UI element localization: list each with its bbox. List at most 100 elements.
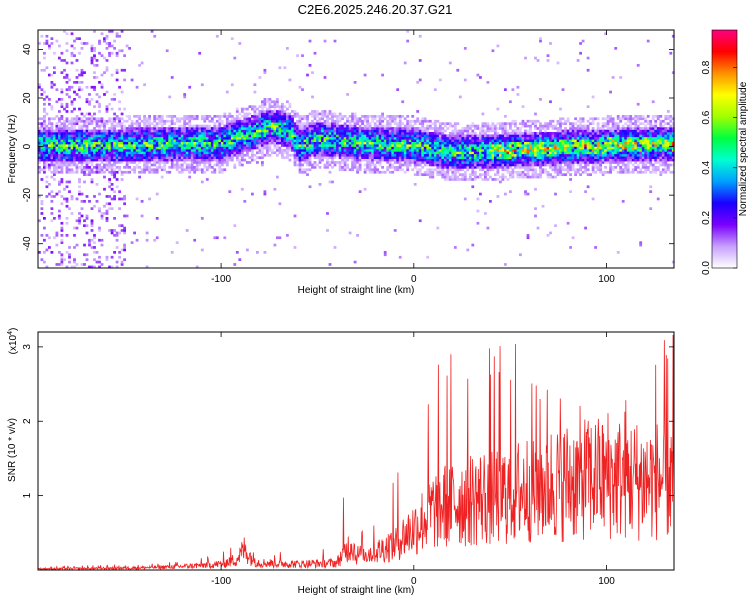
- spectrogram-cell: [118, 151, 121, 155]
- spectrogram-cell: [266, 136, 269, 140]
- spectrogram-cell: [115, 231, 119, 235]
- spectrogram-cell: [326, 112, 329, 116]
- spectrogram-cell: [381, 153, 384, 157]
- spectrogram-cell: [113, 229, 116, 232]
- spectrogram-cell: [481, 153, 485, 157]
- spectrogram-cell: [113, 151, 116, 155]
- spectrogram-cell: [150, 30, 154, 33]
- spectrogram-cell: [80, 163, 84, 167]
- spectrogram-cell: [115, 78, 119, 82]
- spectrogram-cell: [331, 151, 334, 155]
- spectrogram-cell: [198, 144, 202, 147]
- spectrogram-cell: [253, 139, 257, 142]
- spectrogram-cell: [376, 134, 379, 138]
- spectrogram-cell: [288, 132, 292, 135]
- spectrogram-cell: [283, 132, 287, 135]
- spectrogram-cell: [293, 134, 297, 138]
- spectrogram-cell: [220, 115, 224, 118]
- spectrogram-cell: [541, 168, 545, 172]
- spectrogram-cell: [316, 144, 319, 147]
- spectrogram-cell: [185, 127, 189, 130]
- spectrogram-cell: [396, 122, 400, 125]
- spectrogram-cell: [83, 151, 86, 155]
- spectrogram-cell: [336, 149, 339, 152]
- spectrogram-cell: [105, 132, 109, 135]
- spectrogram-cell: [243, 141, 247, 145]
- spectrogram-cell: [446, 149, 450, 152]
- spectrogram-cell: [446, 163, 450, 167]
- spectrogram-cell: [428, 124, 432, 128]
- spectrogram-cell: [220, 149, 224, 152]
- spectrogram-cell: [145, 168, 149, 172]
- spectrogram-cell: [433, 153, 437, 157]
- spectrogram-cell: [98, 144, 101, 147]
- spectrogram-cell: [298, 163, 302, 167]
- spectrogram-cell: [45, 127, 49, 130]
- spectrogram-cell: [416, 151, 420, 155]
- spectrogram-cell: [393, 229, 397, 232]
- spectrogram-cell: [541, 124, 545, 128]
- spectrogram-cell: [428, 173, 432, 176]
- spectrogram-cell: [55, 134, 59, 138]
- spectrogram-cell: [516, 166, 520, 169]
- spectrogram-cell: [308, 64, 312, 67]
- spectrogram-cell: [276, 100, 279, 104]
- spectrogram-cell: [168, 166, 172, 169]
- spectrogram-cell: [416, 81, 420, 84]
- spectrogram-cell: [258, 112, 262, 116]
- spectrogram-cell: [123, 132, 126, 135]
- spectrogram-cell: [158, 141, 162, 145]
- spectrogram-cell: [539, 39, 542, 43]
- spectrogram-cell: [85, 42, 89, 45]
- spectrogram-cell: [363, 141, 367, 145]
- spectrogram-cell: [416, 144, 420, 147]
- spectrogram-cell: [251, 136, 254, 140]
- spectrogram-cell: [418, 78, 422, 82]
- spectrogram-cell: [83, 141, 86, 145]
- spectrogram-cell: [148, 166, 151, 169]
- spectrogram-cell: [466, 151, 470, 155]
- spectrogram-cell: [225, 136, 229, 140]
- spectrogram-cell: [110, 166, 114, 169]
- spectrogram-cell: [321, 110, 324, 113]
- spectrogram-cell: [421, 139, 425, 142]
- spectrogram-cell: [90, 61, 94, 65]
- spectrogram-cell: [240, 119, 244, 123]
- spectrogram-cell: [448, 136, 452, 140]
- spectrogram-cell: [466, 146, 470, 150]
- spectrogram-cell: [258, 119, 262, 123]
- spectrogram-cell: [78, 73, 81, 77]
- spectrogram-cell: [48, 158, 51, 162]
- spectrogram-cell: [296, 134, 299, 138]
- spectrogram-cell: [351, 146, 354, 150]
- spectrogram-cell: [93, 234, 96, 237]
- spectrogram-cell: [396, 139, 400, 142]
- spectrogram-cell: [288, 158, 292, 162]
- spectrogram-cell: [546, 234, 550, 237]
- spectrogram-cell: [401, 146, 405, 150]
- spectrogram-cell: [180, 151, 184, 155]
- spectrogram-cell: [75, 168, 79, 172]
- spectrogram-cell: [105, 202, 109, 206]
- spectrogram-cell: [105, 151, 109, 155]
- spectrogram-cell: [361, 153, 364, 157]
- spectrogram-cell: [413, 161, 417, 164]
- spectrogram-cell: [118, 251, 121, 254]
- spectrogram-cell: [100, 119, 104, 123]
- spectrogram-cell: [225, 158, 229, 162]
- spectrogram-cell: [70, 127, 74, 130]
- spectrogram-cell: [416, 161, 420, 164]
- spectrogram-cell: [80, 166, 84, 169]
- spectrogram-cell: [413, 132, 417, 135]
- spectrogram-cell: [343, 158, 347, 162]
- spectrogram-cell: [366, 163, 369, 167]
- spectrogram-cell: [506, 161, 510, 164]
- spectrogram-cell: [105, 153, 109, 157]
- spectrogram-cell: [93, 204, 96, 208]
- spectrogram-cell: [501, 173, 505, 176]
- spectrogram-cell: [534, 127, 537, 130]
- spectrogram-cell: [341, 153, 344, 157]
- spectrogram-cell: [75, 76, 79, 79]
- spectrogram-cell: [481, 127, 485, 130]
- spectrogram-cell: [115, 32, 119, 36]
